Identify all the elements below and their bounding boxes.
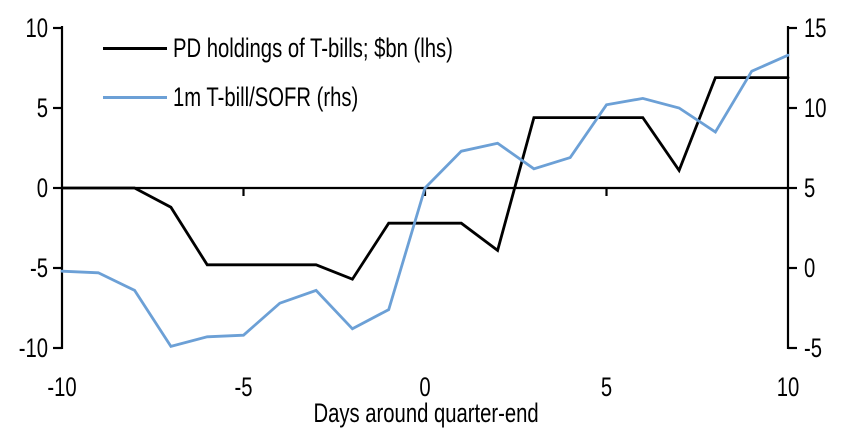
left-axis-tick-label: -10 xyxy=(19,333,48,364)
x-axis-tick-label: -10 xyxy=(47,372,76,403)
legend-line-sample-black xyxy=(103,46,167,50)
left-axis-tick-label: 10 xyxy=(25,13,48,44)
x-axis-title-text: Days around quarter-end xyxy=(313,398,539,428)
right-axis-tick-label: -5 xyxy=(804,333,822,364)
left-axis-tick-label: 0 xyxy=(37,173,48,204)
left-axis-tick-label: 5 xyxy=(37,93,48,124)
series-line-1 xyxy=(60,53,790,349)
legend-label-pd-holdings: PD holdings of T-bills; $bn (lhs) xyxy=(173,33,453,63)
right-axis-tick-label: 0 xyxy=(804,253,815,284)
legend-label-tbill-sofr: 1m T-bill/SOFR (rhs) xyxy=(173,82,359,112)
x-axis-title: Days around quarter-end xyxy=(0,399,852,427)
legend-item-pd-holdings: PD holdings of T-bills; $bn (lhs) xyxy=(103,32,546,64)
x-axis-tick-label: 5 xyxy=(601,372,612,403)
right-axis-tick-label: 15 xyxy=(804,13,827,44)
x-axis-tick-label: 0 xyxy=(419,372,430,403)
left-axis-tick-label: -5 xyxy=(30,253,48,284)
legend-item-tbill-sofr: 1m T-bill/SOFR (rhs) xyxy=(103,81,420,113)
series-line-0 xyxy=(60,76,790,281)
x-axis-tick-label: 10 xyxy=(777,372,800,403)
x-axis-tick-label: -5 xyxy=(234,372,252,403)
right-axis-tick-label: 10 xyxy=(804,93,827,124)
legend-line-sample-blue xyxy=(103,95,167,99)
right-axis-tick-label: 5 xyxy=(804,173,815,204)
